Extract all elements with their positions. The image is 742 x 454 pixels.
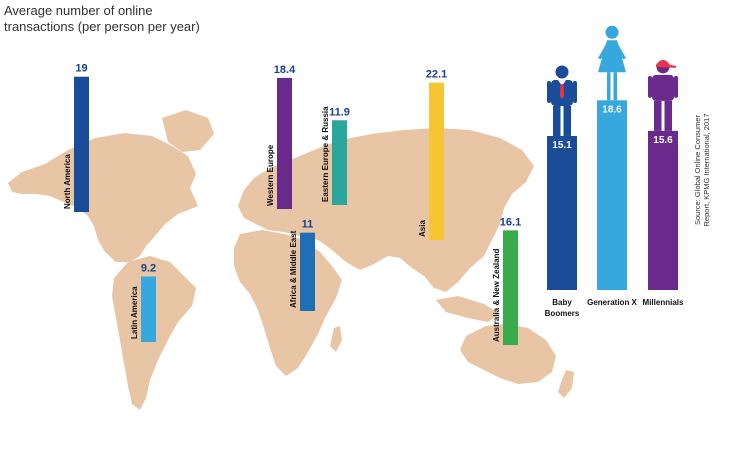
- category-label-africa-and-middle-east: Africa & Middle East: [289, 230, 298, 308]
- map-north-america: [8, 133, 198, 262]
- bar-baby-boomers: [547, 135, 577, 290]
- value-label-millennials: 15.6: [653, 135, 673, 146]
- map-greenland: [162, 110, 214, 152]
- chart-title-line-2: transactions (per person per year): [4, 19, 200, 34]
- woman-icon: [598, 25, 626, 101]
- category-label-millennials: Millennials: [643, 298, 684, 307]
- bar-eastern-europe-and-russia: [332, 120, 347, 205]
- map-australia: [460, 324, 556, 384]
- map-indonesia: [436, 296, 500, 322]
- chart-title-line-1: Average number of online: [4, 3, 153, 18]
- man-with-tie-icon: [547, 65, 577, 136]
- map-new-zealand: [558, 370, 574, 398]
- map-madagascar: [330, 326, 342, 352]
- value-label-australia-and-new-zealand: 16.1: [500, 216, 521, 228]
- category-label-north-america: North America: [63, 154, 72, 209]
- value-label-africa-and-middle-east: 11: [302, 219, 314, 231]
- category-label-australia-and-new-zealand: Australia & New Zealand: [492, 249, 501, 342]
- value-label-latin-america: 9.2: [141, 262, 156, 274]
- bar-africa-and-middle-east: [300, 232, 315, 311]
- region-bars: 19 North America 9.2 Latin America 18.4 Weste…: [63, 63, 521, 345]
- bar-latin-america: [141, 276, 156, 342]
- generation-bars: 15.1 Baby Boomers 18.6 Generation X 15.6 Mille…: [545, 25, 684, 318]
- person-with-cap-icon: [648, 59, 678, 131]
- category-label-baby-boomers: Baby: [552, 298, 572, 307]
- bar-generation-x: [597, 100, 627, 290]
- bar-north-america: [74, 76, 89, 212]
- bar-western-europe: [277, 77, 292, 209]
- category-label-generation-x: Generation X: [587, 298, 637, 307]
- bar-asia: [429, 82, 444, 240]
- map-africa: [234, 230, 342, 376]
- value-label-north-america: 19: [75, 63, 87, 75]
- map-eurasia: [238, 128, 534, 292]
- source-note: Source: Global Online Consumer Report, K…: [693, 114, 711, 227]
- category-label-western-europe: Western Europe: [266, 144, 275, 206]
- value-label-eastern-europe-and-russia: 11.9: [329, 106, 350, 118]
- category-label-latin-america: Latin America: [130, 286, 139, 339]
- category-label-asia: Asia: [418, 220, 427, 237]
- bar-millennials: [648, 130, 678, 290]
- category-label-eastern-europe-and-russia: Eastern Europe & Russia: [321, 106, 330, 202]
- source-line-2: Report, KPMG International, 2017: [702, 114, 711, 227]
- value-label-western-europe: 18.4: [274, 64, 296, 76]
- chart-title: Average number of online transactions (p…: [4, 3, 200, 35]
- bar-australia-and-new-zealand: [503, 230, 518, 345]
- category-label-baby-boomers-line-2: Boomers: [545, 309, 580, 318]
- value-label-asia: 22.1: [426, 69, 447, 81]
- value-label-generation-x: 18.6: [602, 104, 622, 115]
- value-label-baby-boomers: 15.1: [552, 140, 572, 151]
- source-line-1: Source: Global Online Consumer: [693, 114, 702, 225]
